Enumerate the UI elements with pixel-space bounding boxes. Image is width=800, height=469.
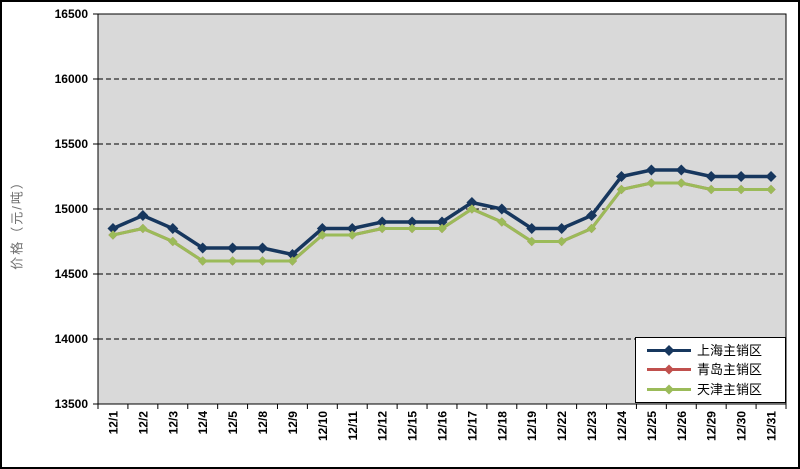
x-tick-label: 12/11	[346, 411, 360, 441]
data-point-marker	[586, 210, 598, 221]
x-tick-label: 12/2	[136, 411, 150, 435]
data-point-marker	[527, 236, 537, 247]
data-point-marker	[167, 223, 179, 234]
data-point-marker	[467, 204, 477, 214]
y-tick-label: 14000	[55, 332, 89, 346]
data-point-marker	[198, 256, 208, 266]
series-2	[108, 178, 776, 266]
data-point-marker	[466, 197, 478, 208]
x-tick-label: 12/10	[316, 411, 330, 441]
data-point-marker	[736, 184, 746, 195]
x-tick-label: 12/4	[196, 411, 210, 435]
legend-label-shanghai: 上海主销区	[697, 343, 763, 359]
data-point-marker	[197, 242, 209, 254]
y-tick-label: 13500	[55, 397, 89, 411]
data-point-marker	[376, 216, 388, 228]
data-point-marker	[228, 256, 238, 266]
legend: 上海主销区 青岛主销区 天津主销区	[635, 337, 786, 403]
x-tick-label: 12/12	[376, 411, 390, 441]
y-tick-label: 14500	[55, 267, 89, 281]
x-tick-label: 12/1	[106, 411, 120, 435]
data-point-marker	[766, 184, 776, 195]
data-point-marker	[615, 171, 627, 182]
legend-label-tianjin: 天津主销区	[697, 381, 763, 397]
data-point-marker	[436, 216, 448, 228]
data-point-marker	[437, 223, 447, 234]
data-point-marker	[556, 223, 568, 234]
data-point-marker	[705, 171, 717, 182]
x-tick-label: 12/30	[735, 411, 749, 441]
series-0	[107, 164, 777, 260]
legend-item-shanghai: 上海主销区	[646, 344, 783, 357]
data-point-marker	[676, 178, 686, 188]
data-point-marker	[706, 184, 716, 195]
x-tick-label: 12/22	[555, 411, 569, 441]
data-point-marker	[257, 256, 268, 266]
data-point-marker	[616, 184, 627, 195]
legend-marker-tianjin-icon	[647, 384, 691, 395]
data-point-marker	[227, 242, 239, 254]
x-tick-label: 12/23	[585, 411, 599, 441]
data-point-marker	[497, 217, 507, 227]
data-point-marker	[645, 164, 657, 176]
x-tick-label: 12/8	[256, 411, 270, 435]
x-tick-label: 12/26	[675, 411, 689, 441]
x-tick-label: 12/9	[286, 411, 300, 435]
y-axis-title: 价格（元/吨）	[9, 174, 25, 270]
data-point-marker	[287, 256, 298, 266]
data-point-marker	[257, 242, 269, 254]
data-point-marker	[646, 178, 656, 188]
data-point-marker	[108, 230, 118, 240]
x-tick-label: 12/25	[645, 411, 659, 441]
legend-item-tianjin: 天津主销区	[646, 383, 783, 396]
x-tick-label: 12/5	[226, 411, 240, 435]
x-tick-label: 12/3	[166, 411, 180, 435]
legend-marker-shanghai-icon	[647, 345, 691, 357]
data-point-marker	[496, 203, 508, 215]
data-point-marker	[107, 223, 119, 234]
y-tick-label: 16000	[55, 72, 89, 86]
data-point-marker	[347, 230, 357, 240]
x-tick-label: 12/19	[525, 411, 539, 441]
data-point-marker	[377, 223, 387, 234]
data-point-marker	[526, 223, 538, 234]
x-tick-label: 12/24	[615, 411, 629, 441]
y-tick-label: 15500	[55, 137, 89, 151]
data-point-marker	[407, 223, 417, 234]
data-point-marker	[168, 236, 178, 247]
data-point-marker	[557, 236, 567, 247]
data-point-marker	[735, 171, 747, 182]
x-tick-label: 12/18	[495, 411, 509, 441]
data-point-marker	[675, 164, 687, 176]
legend-item-qingdao: 青岛主销区	[646, 363, 783, 376]
legend-label-qingdao: 青岛主销区	[697, 362, 763, 378]
legend-marker-qingdao-icon	[647, 364, 691, 375]
x-tick-label: 12/16	[436, 411, 450, 441]
y-tick-label: 16500	[55, 7, 89, 21]
x-tick-label: 12/15	[406, 411, 420, 441]
data-point-marker	[586, 223, 597, 234]
data-point-marker	[765, 171, 777, 182]
y-tick-label: 15000	[55, 202, 89, 216]
x-tick-label: 12/17	[465, 411, 479, 441]
data-point-marker	[317, 230, 327, 240]
data-point-marker	[346, 223, 358, 234]
data-point-marker	[406, 216, 418, 228]
data-point-marker	[137, 210, 149, 221]
x-tick-label: 12/29	[705, 411, 719, 441]
x-tick-label: 12/31	[765, 411, 779, 441]
data-point-marker	[138, 223, 148, 234]
data-point-marker	[316, 223, 328, 234]
